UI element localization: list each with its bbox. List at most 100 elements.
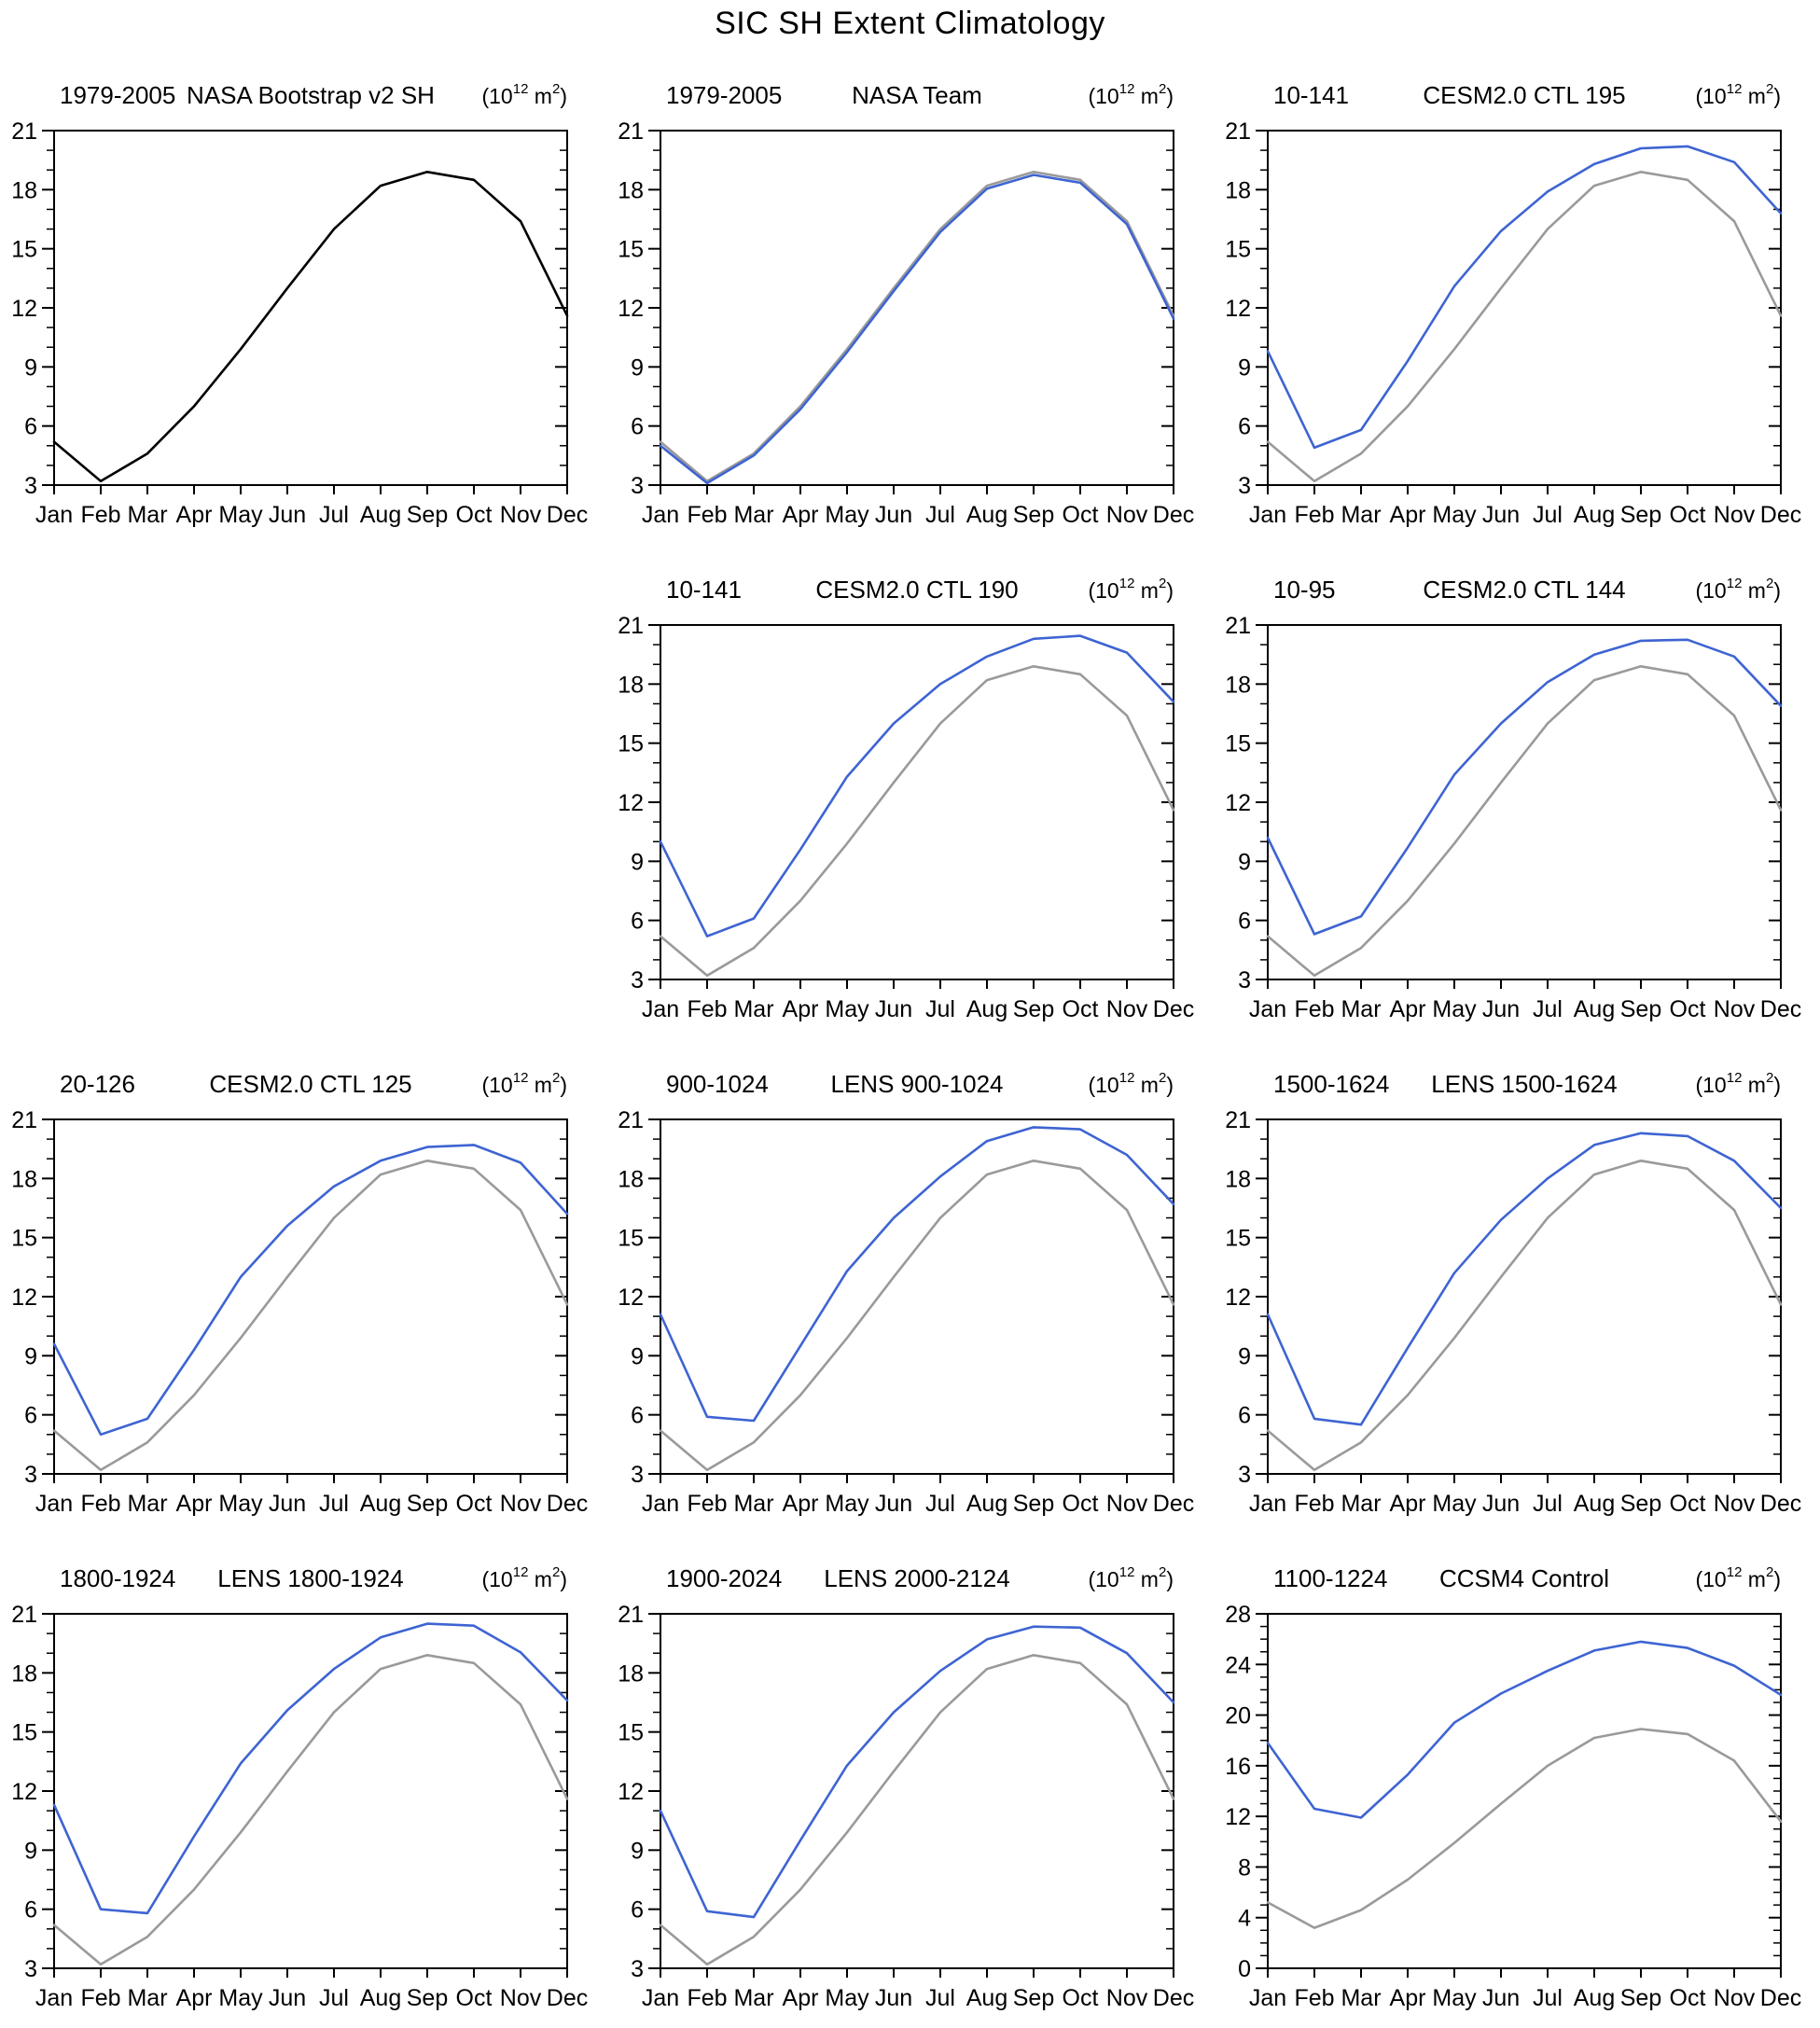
panel-title: LENS 1800-1924 [217,1564,403,1592]
x-month-label: Mar [1341,502,1381,528]
y-tick-label: 3 [24,1956,37,1982]
x-month-label: Mar [733,1985,773,2011]
y-tick-label: 6 [1238,414,1251,440]
x-month-label: Nov [1714,996,1756,1022]
y-tick-label: 9 [24,1343,37,1369]
panel-period-label: 10-141 [1273,81,1349,109]
y-tick-label: 3 [1238,1462,1251,1488]
x-month-label: Feb [1294,502,1334,528]
y-tick-label: 15 [1225,1226,1251,1252]
x-month-label: Aug [1574,502,1615,528]
y-tick-label: 21 [1225,118,1251,145]
y-tick-label: 9 [631,1838,644,1864]
x-month-label: Sep [1620,1491,1661,1517]
x-month-label: Jul [925,1985,955,2011]
y-tick-label: 6 [24,1897,37,1924]
x-month-label: Apr [1390,502,1426,528]
x-month-label: Dec [1153,1491,1194,1517]
y-tick-label: 21 [618,613,644,639]
y-tick-label: 6 [1238,1403,1251,1429]
panel-period-label: 1979-2005 [60,81,175,109]
x-month-label: Mar [127,1491,167,1517]
x-month-label: Aug [360,1985,401,2011]
x-month-label: Jan [35,1985,73,2011]
x-month-label: Apr [1390,996,1426,1022]
y-tick-label: 3 [24,473,37,499]
y-tick-label: 15 [618,1226,644,1252]
x-month-label: Jan [35,1491,73,1517]
x-month-label: Sep [1620,1985,1661,2011]
panel-cesm2-ctl-190: 10-141 CESM2.0 CTL 190 (1012 m2) 3 6 9 12 15 18 2… [618,576,1194,1022]
x-month-label: Oct [1670,996,1706,1022]
y-tick-label: 12 [618,790,644,816]
series-line-reference [659,1654,1175,1966]
series-line-reference [1266,665,1783,978]
x-month-label: Aug [966,1985,1007,2011]
x-month-label: Apr [176,1985,213,2011]
y-tick-label: 9 [1238,1343,1251,1369]
y-tick-label: 18 [11,177,37,203]
panel-units-label: (1012 m2) [1088,576,1174,603]
y-tick-label: 21 [618,118,644,145]
plot-border [1267,130,1782,486]
x-month-label: May [1432,502,1477,528]
series-line-reference [1266,1160,1783,1472]
x-month-label: Aug [360,1491,401,1517]
panel-title: CESM2.0 CTL 195 [1423,81,1625,109]
panel-title: NASA Bootstrap v2 SH [187,81,435,109]
x-month-label: Mar [1341,1985,1381,2011]
x-month-label: Jun [1482,1985,1520,2011]
x-month-label: May [825,1491,869,1517]
x-month-label: Dec [1153,502,1194,528]
x-month-label: Aug [966,502,1007,528]
series-line-reference [52,1160,569,1472]
x-month-label: Jan [642,502,679,528]
x-month-label: Sep [1013,1491,1054,1517]
plot-border [660,130,1174,486]
x-month-label: Oct [1670,1491,1706,1517]
y-tick-label: 9 [1238,354,1251,381]
x-month-label: Dec [547,1985,588,2011]
y-tick-label: 12 [1225,296,1251,322]
x-month-label: Jan [642,1491,679,1517]
x-month-label: Jul [319,1985,349,2011]
x-month-label: Aug [1574,996,1615,1022]
y-tick-label: 3 [631,1462,644,1488]
series-line-model [659,1625,1175,1919]
x-month-label: Jul [925,502,955,528]
series-line-reference [659,665,1175,978]
panel-title: NASA Team [852,81,982,109]
panel-nasa-team: 1979-2005 NASA Team (1012 m2) 3 6 9 12 15 18 21 Ja… [618,81,1194,528]
y-tick-label: 6 [631,1897,644,1924]
x-month-label: Mar [1341,1491,1381,1517]
y-tick-label: 3 [631,1956,644,1982]
x-month-label: Apr [783,502,819,528]
x-month-label: Jan [642,1985,679,2011]
x-month-label: Dec [1153,1985,1194,2011]
y-tick-label: 12 [1225,790,1251,816]
y-tick-label: 9 [1238,849,1251,875]
x-month-label: May [825,1985,869,2011]
panel-period-label: 10-95 [1273,576,1336,604]
x-month-label: Oct [1670,1985,1706,2011]
y-tick-label: 9 [24,1838,37,1864]
y-tick-label: 6 [24,414,37,440]
y-tick-label: 6 [631,909,644,935]
y-tick-label: 8 [1238,1854,1251,1881]
panel-cesm2-ctl-195: 10-141 CESM2.0 CTL 195 (1012 m2) 3 6 9 12 15 18 2… [1225,81,1801,528]
y-tick-label: 24 [1225,1652,1251,1678]
x-month-label: May [825,996,869,1022]
panel-units-label: (1012 m2) [481,81,567,108]
y-tick-label: 12 [618,296,644,322]
plot-border [53,1613,568,1969]
panel-title: CESM2.0 CTL 190 [815,576,1018,604]
x-month-label: Dec [1760,502,1801,528]
panel-units-label: (1012 m2) [481,1070,567,1097]
x-month-label: Nov [1714,502,1756,528]
y-tick-label: 15 [11,237,37,263]
x-month-label: Jul [1533,502,1563,528]
y-tick-label: 18 [618,1166,644,1192]
panel-units-label: (1012 m2) [1695,1070,1781,1097]
series-line-model [1266,1640,1783,1819]
